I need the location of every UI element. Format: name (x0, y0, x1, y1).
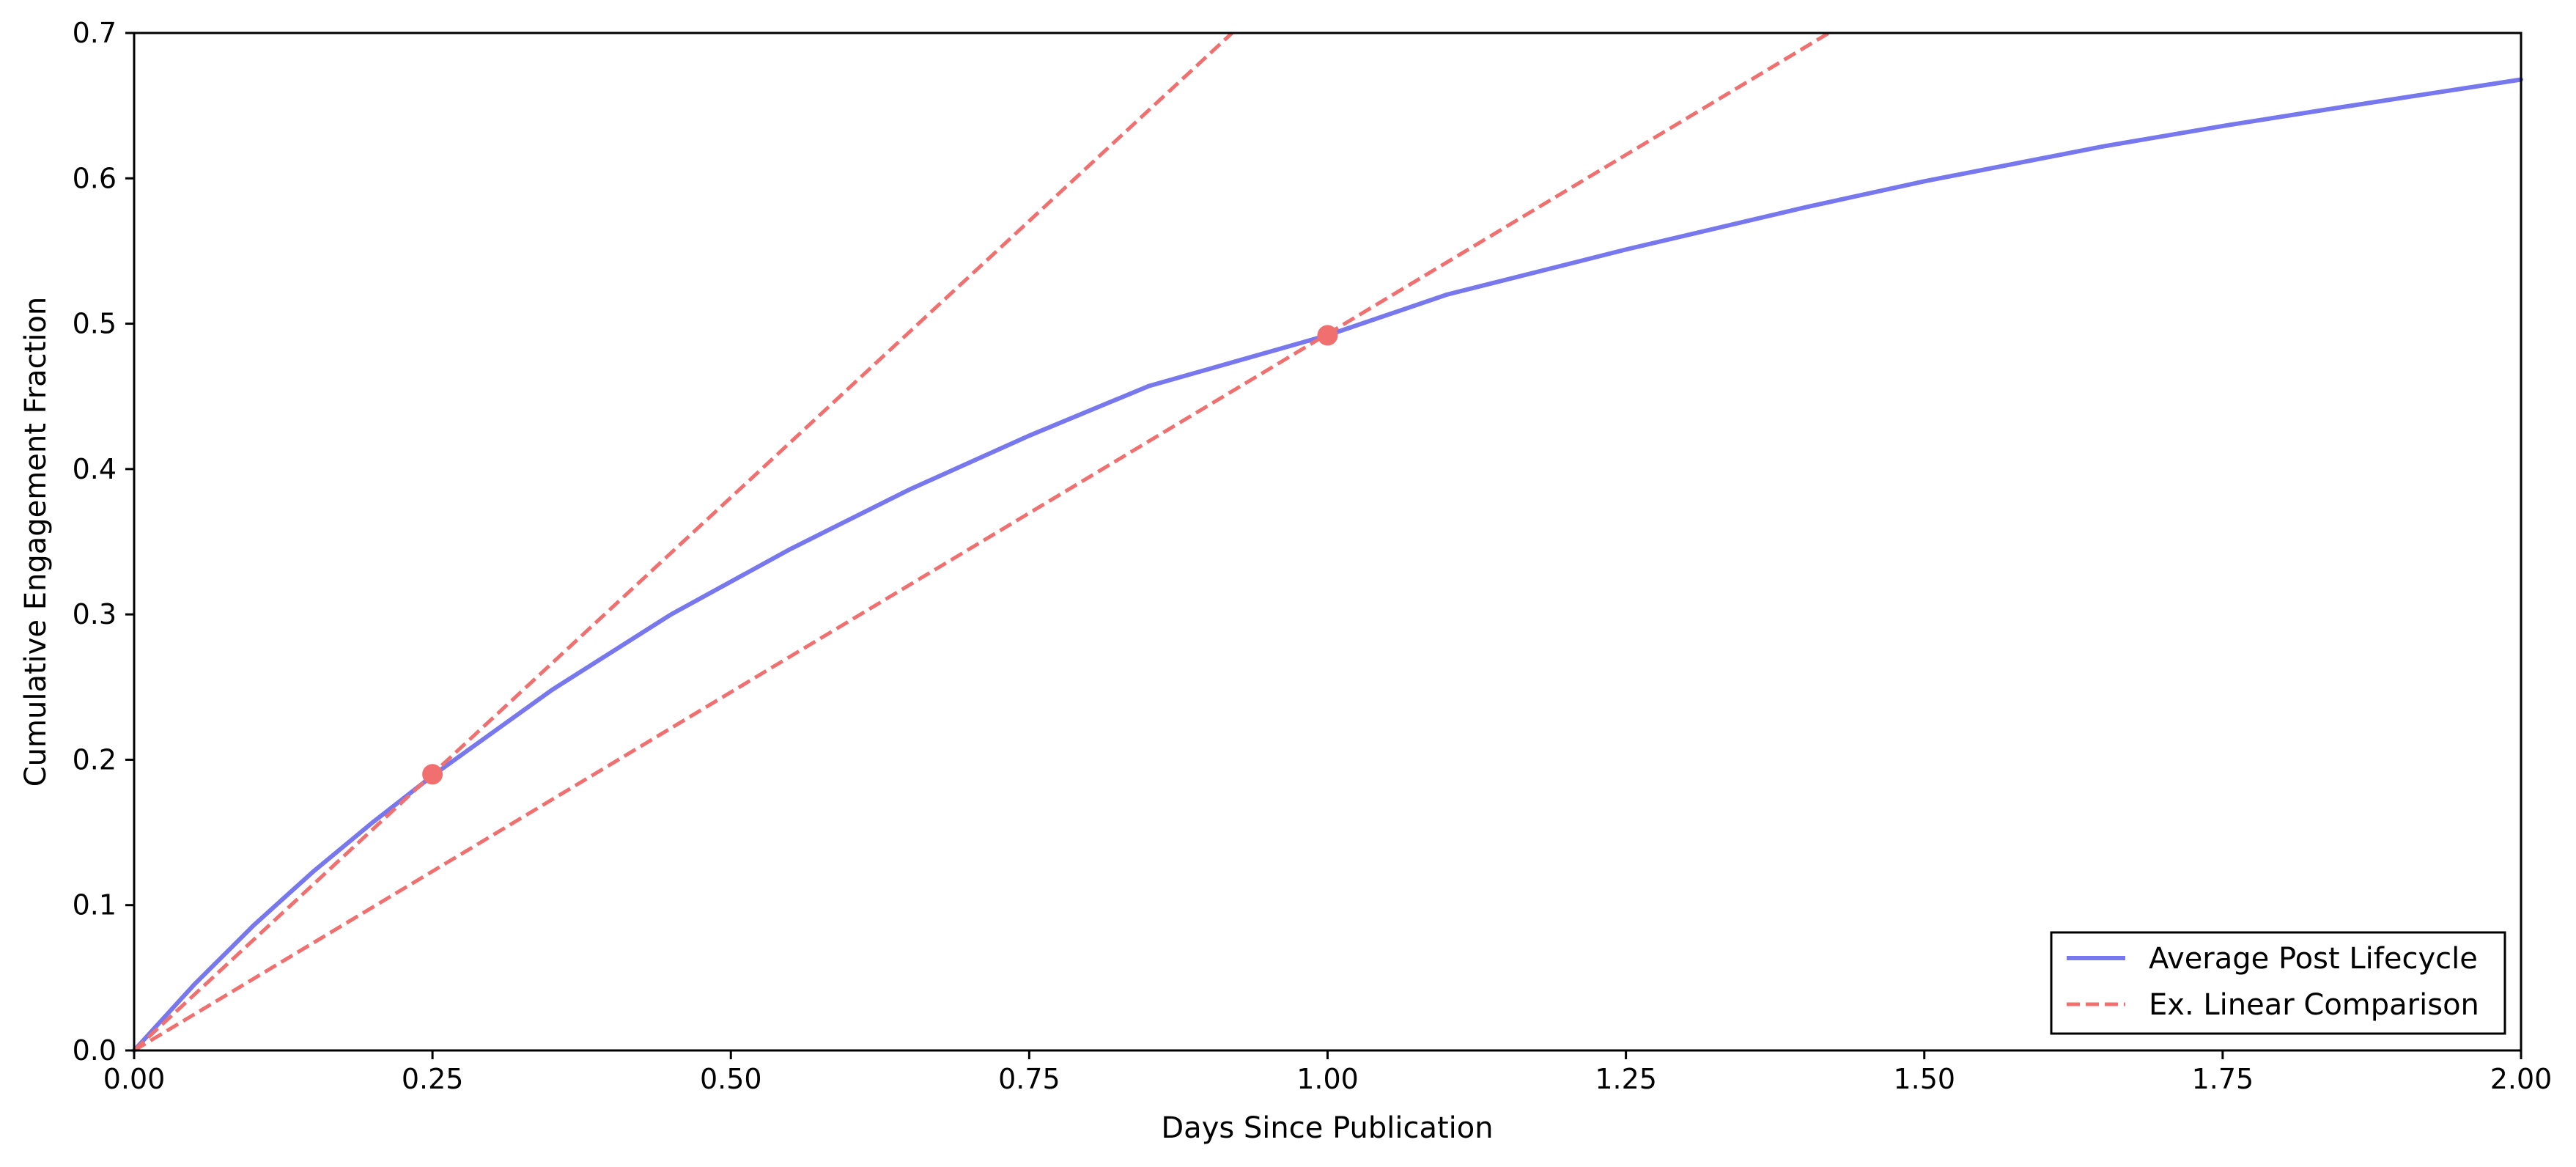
y-tick-label: 0.5 (73, 308, 117, 340)
y-tick-label: 0.1 (73, 889, 117, 921)
tangent-point-marker-1 (422, 764, 443, 785)
lines-layer (132, 31, 2523, 1053)
legend-label-linear-comparison: Ex. Linear Comparison (2149, 988, 2479, 1022)
legend-box (2050, 931, 2506, 1035)
x-tick-label: 0.25 (402, 1063, 464, 1095)
legend-label-average-post-lifecycle: Average Post Lifecycle (2149, 942, 2478, 976)
x-tick-label: 0.00 (103, 1063, 166, 1095)
x-tick-label: 1.50 (1893, 1063, 1955, 1095)
series-ex-linear-comparison-line-2 (133, 31, 1830, 1053)
y-tick-label: 0.3 (73, 598, 117, 630)
plot-frame (133, 32, 2523, 1052)
y-axis-label: Cumulative Engagement Fraction (19, 297, 53, 787)
y-tick-label: 0.2 (73, 743, 117, 776)
tangent-point-marker-2 (1317, 325, 1338, 346)
y-tick-label: 0.6 (73, 162, 117, 194)
x-tick-label: 1.75 (2192, 1063, 2254, 1095)
series-average-post-lifecycle-line (132, 77, 2523, 1053)
x-tick-label: 0.50 (700, 1063, 762, 1095)
y-tick-label: 0.0 (73, 1034, 117, 1067)
markers-layer (422, 325, 1338, 785)
y-tick-label: 0.4 (73, 453, 117, 485)
x-tick-label: 2.00 (2490, 1063, 2553, 1095)
y-tick-label: 0.7 (73, 17, 117, 49)
x-tick-label: 1.00 (1296, 1063, 1359, 1095)
x-tick-label: 0.75 (998, 1063, 1060, 1095)
ticks-layer: 0.00 0.25 0.50 0.75 1.00 1.25 1.50 1.75 2.00 0.0 0… (73, 17, 2553, 1095)
series-ex-linear-comparison-line-1 (133, 32, 1233, 1052)
legend: Average Post Lifecycle Ex. Linear Compar… (2050, 931, 2506, 1035)
x-axis-label: Days Since Publication (1161, 1111, 1493, 1145)
x-tick-label: 1.25 (1595, 1063, 1657, 1095)
